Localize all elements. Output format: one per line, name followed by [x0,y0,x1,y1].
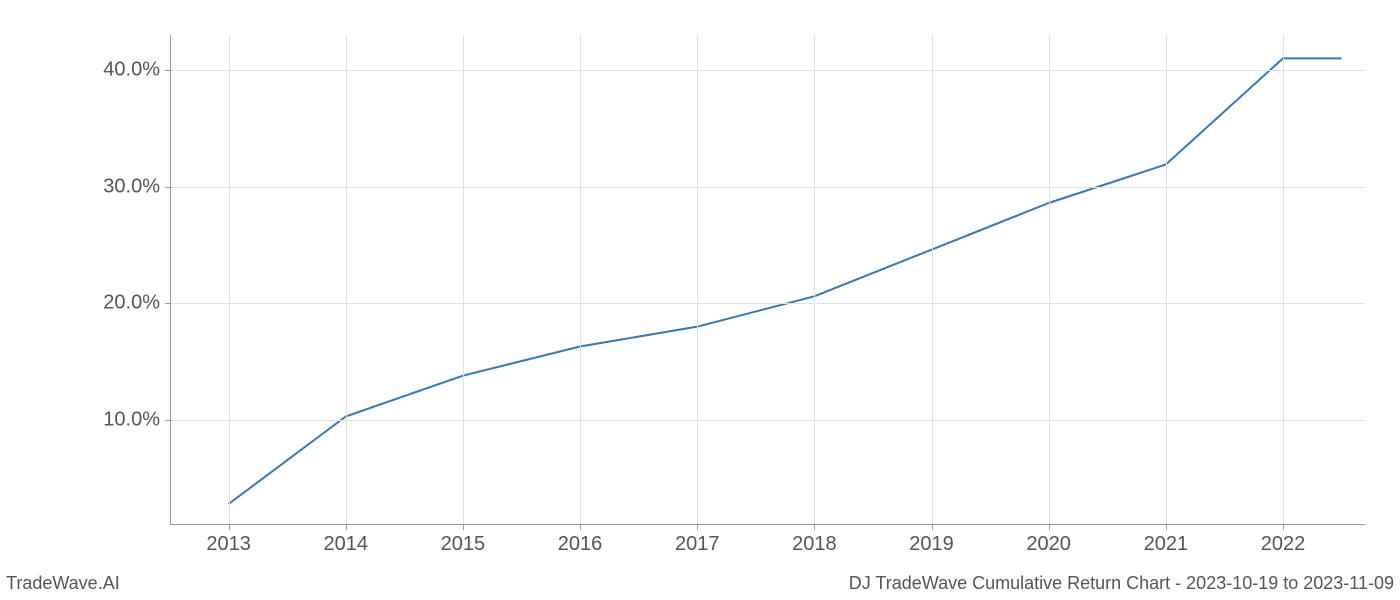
data-line [229,58,1342,504]
y-tick-mark [165,70,170,71]
x-tick-mark [814,525,815,530]
gridline-vertical [463,35,464,525]
spine-bottom [170,524,1365,525]
plot-area [170,35,1365,525]
footer-right-label: DJ TradeWave Cumulative Return Chart - 2… [849,573,1394,594]
x-tick-mark [229,525,230,530]
y-tick-mark [165,420,170,421]
y-tick-mark [165,303,170,304]
footer-left-label: TradeWave.AI [6,573,120,594]
x-tick-label: 2021 [1144,533,1189,556]
gridline-vertical [1049,35,1050,525]
y-tick-mark [165,187,170,188]
x-tick-label: 2014 [323,533,368,556]
gridline-horizontal [170,70,1365,71]
chart-container: TradeWave.AI DJ TradeWave Cumulative Ret… [0,0,1400,600]
x-tick-mark [463,525,464,530]
gridline-vertical [932,35,933,525]
x-tick-label: 2013 [206,533,251,556]
gridline-horizontal [170,187,1365,188]
x-tick-mark [1283,525,1284,530]
gridline-vertical [346,35,347,525]
x-tick-mark [346,525,347,530]
gridline-vertical [814,35,815,525]
x-tick-label: 2019 [909,533,954,556]
x-tick-label: 2015 [441,533,486,556]
gridline-vertical [697,35,698,525]
x-tick-label: 2017 [675,533,720,556]
x-tick-label: 2020 [1026,533,1071,556]
x-tick-label: 2022 [1261,533,1306,556]
gridline-vertical [1283,35,1284,525]
gridline-vertical [580,35,581,525]
gridline-horizontal [170,303,1365,304]
x-tick-mark [932,525,933,530]
gridline-horizontal [170,420,1365,421]
x-tick-mark [1049,525,1050,530]
y-tick-label: 10.0% [95,409,160,432]
y-tick-label: 30.0% [95,175,160,198]
x-tick-label: 2018 [792,533,837,556]
line-chart-svg [170,35,1365,525]
spine-left [170,35,171,525]
x-tick-mark [697,525,698,530]
x-tick-label: 2016 [558,533,603,556]
y-tick-label: 40.0% [95,59,160,82]
gridline-vertical [229,35,230,525]
x-tick-mark [1166,525,1167,530]
y-tick-label: 20.0% [95,292,160,315]
gridline-vertical [1166,35,1167,525]
x-tick-mark [580,525,581,530]
